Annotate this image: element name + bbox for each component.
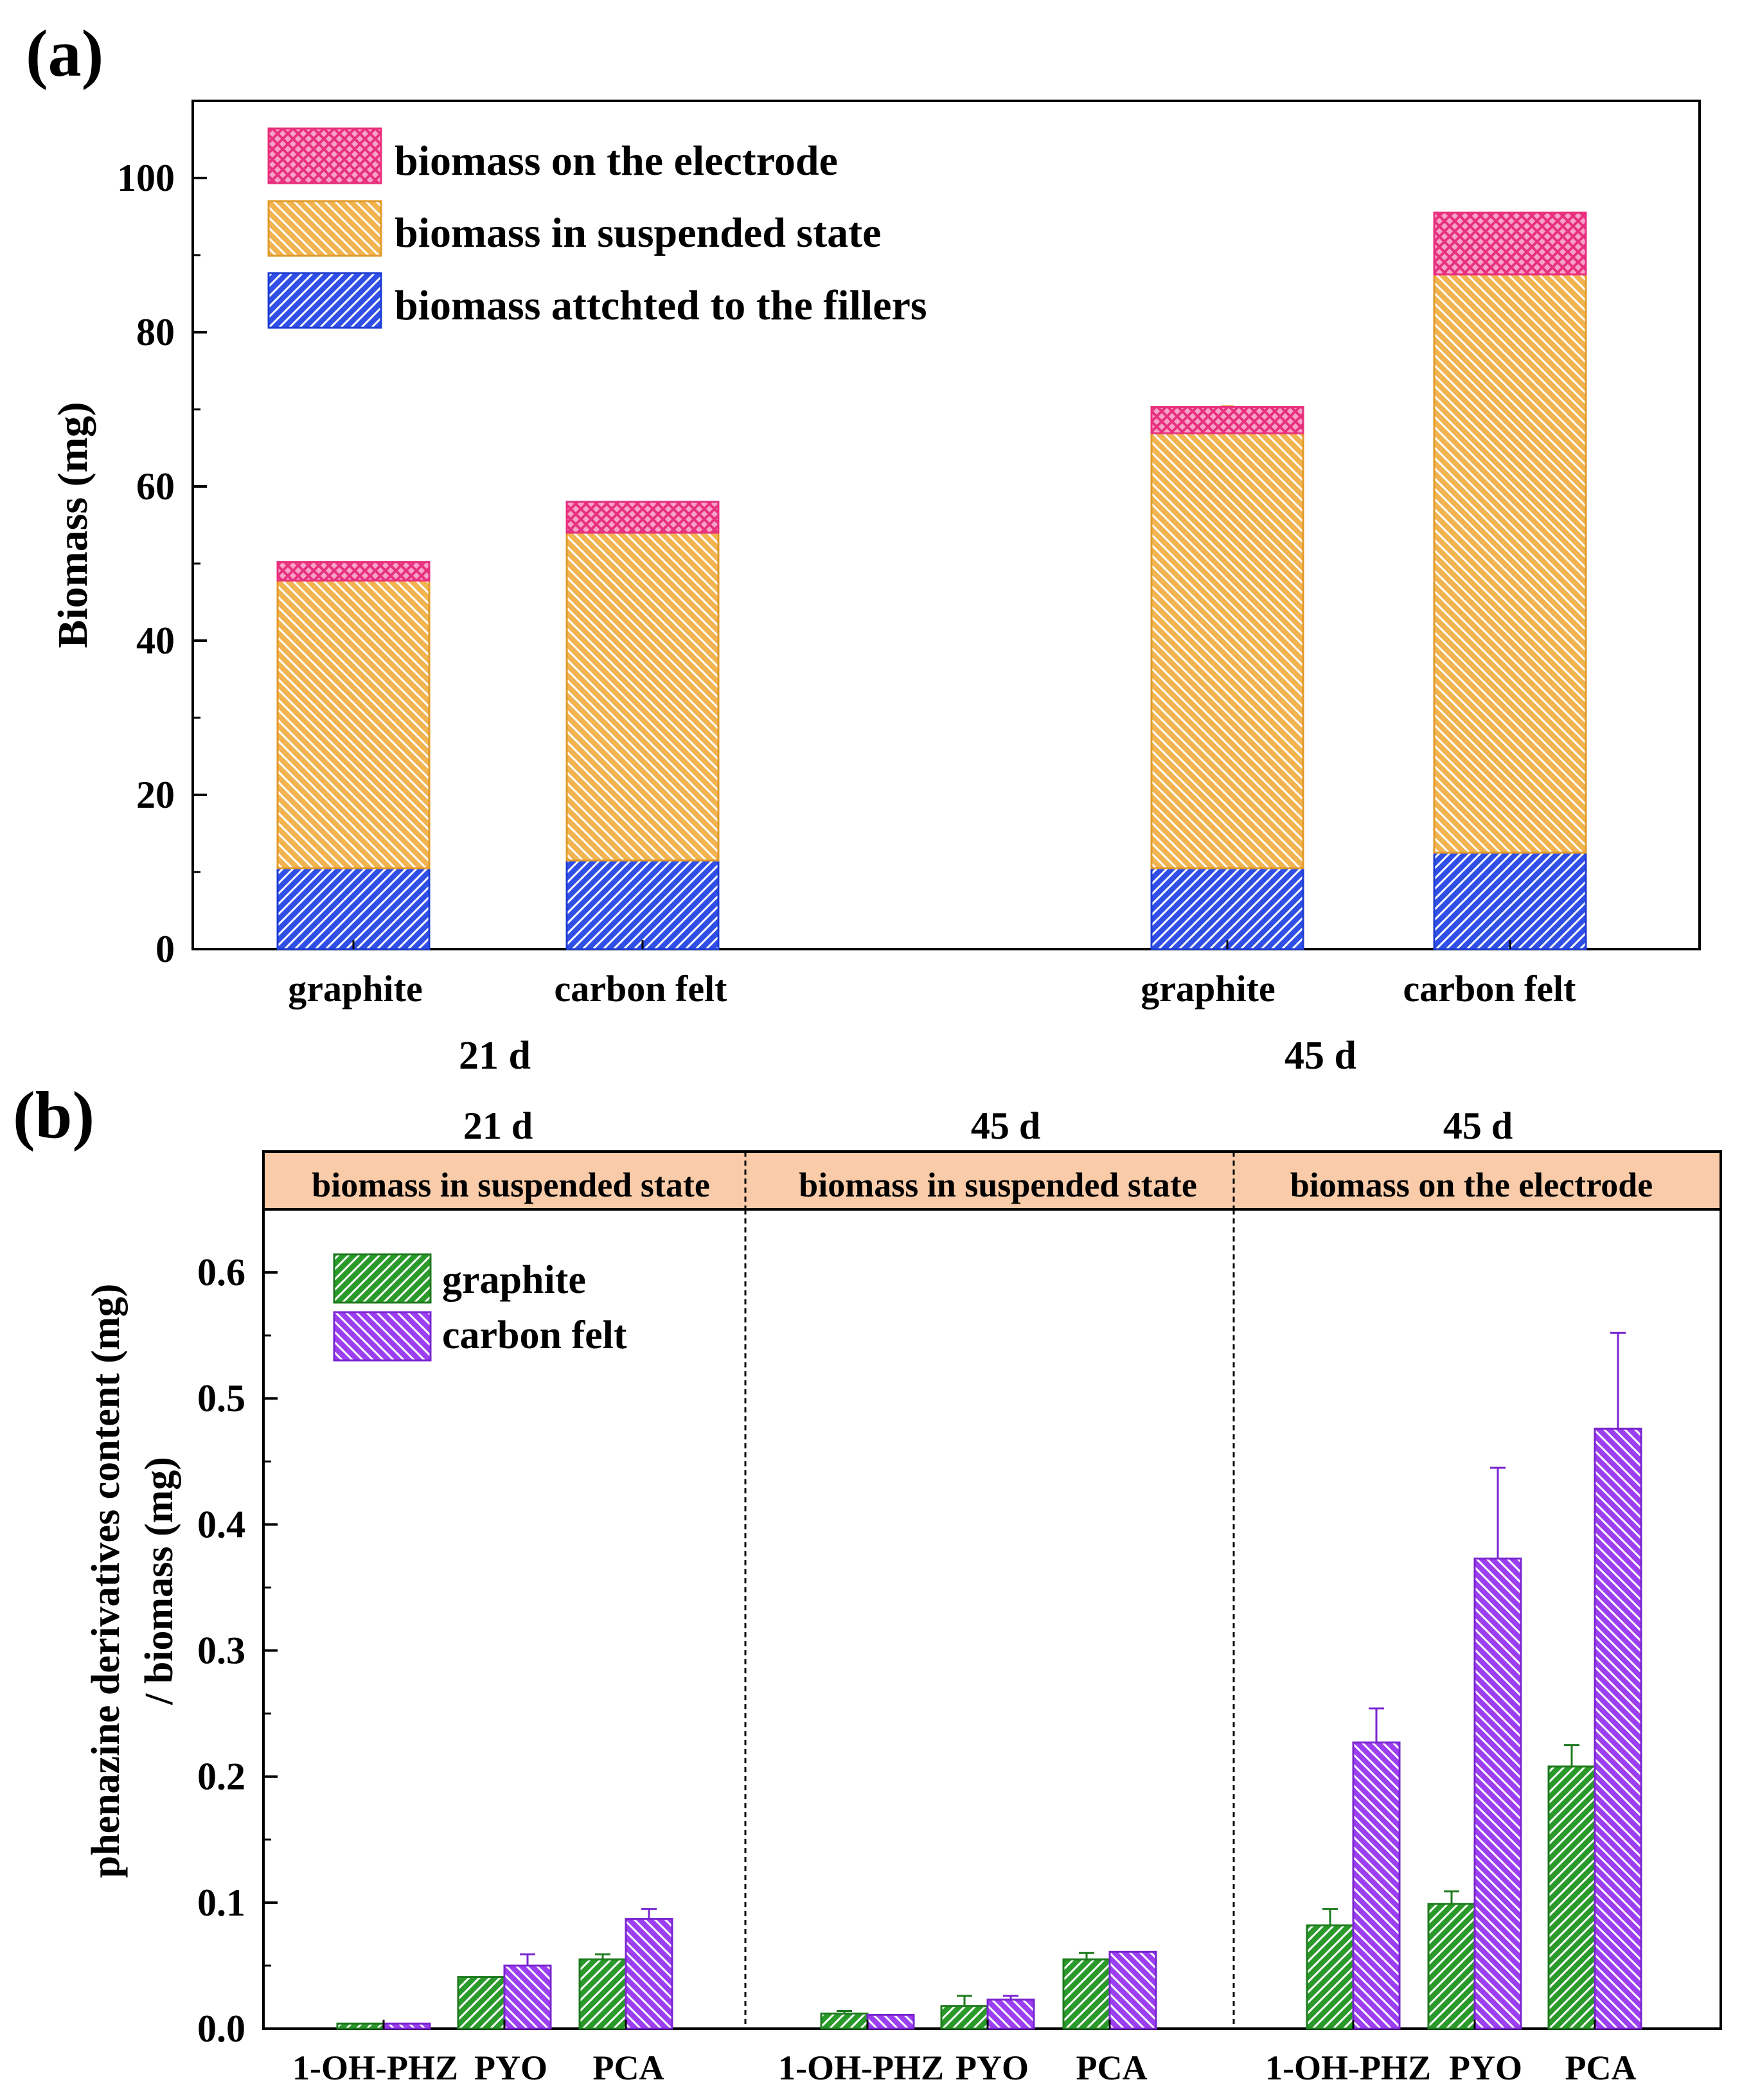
y-tick-label: 100 — [117, 157, 175, 199]
panel-a-legend: biomass on the electrode biomass in susp… — [267, 127, 927, 329]
y-tick-label: 60 — [136, 465, 175, 508]
legend-swatch-carbon-felt — [333, 1311, 432, 1362]
bar-graphite — [336, 2022, 385, 2030]
y-tick-label: 20 — [136, 774, 175, 816]
panel-b-y-axis-label-line2: / biomass (mg) — [138, 1457, 181, 1705]
x-category-label: 1-OH-PHZ — [292, 2049, 458, 2087]
panel-a-y-axis: 0 20 40 60 80 100 — [117, 157, 207, 970]
y-tick-label: 0.1 — [197, 1882, 245, 1924]
legend-label-carbon-felt: carbon felt — [442, 1313, 627, 1357]
group-label: 45 d — [1284, 1034, 1356, 1078]
bar-electrode — [565, 501, 720, 534]
bar-graphite — [1547, 1765, 1596, 2030]
section-label-2: biomass in suspended state — [799, 1166, 1197, 1204]
section-label-1: biomass in suspended state — [312, 1166, 710, 1204]
x-category-label: carbon felt — [555, 968, 728, 1010]
legend-swatch-fillers — [267, 272, 382, 329]
bar-carbon-felt — [382, 2022, 431, 2030]
panel-b-legend: graphite carbon felt — [333, 1253, 627, 1362]
y-tick-label: 80 — [136, 311, 175, 353]
x-category-label: PCA — [1565, 2049, 1637, 2087]
bar-suspended — [1433, 273, 1587, 854]
legend-swatch-suspended — [267, 200, 382, 257]
panel-a: (a) Biomass (mg) 0 20 40 60 80 100 graphite ca… — [26, 17, 1701, 1078]
panel-a-y-axis-label: Biomass (mg) — [49, 402, 96, 648]
legend-swatch-electrode — [267, 127, 382, 184]
y-tick-label: 0.4 — [197, 1503, 245, 1545]
bar-fillers — [1150, 867, 1304, 950]
x-category-label: graphite — [1141, 968, 1275, 1010]
y-tick-label: 0.5 — [197, 1377, 245, 1419]
section-day-3: 45 d — [1443, 1105, 1513, 1147]
x-category-label: carbon felt — [1403, 968, 1577, 1010]
bar-carbon-felt — [986, 1998, 1035, 2030]
panel-a-plot-frame — [191, 100, 1701, 950]
y-tick-label: 0 — [156, 928, 175, 970]
panel-a-bars — [276, 211, 1587, 950]
bar-suspended — [1150, 432, 1304, 869]
y-tick-label: 40 — [136, 619, 175, 662]
x-category-label: PYO — [955, 2049, 1029, 2087]
y-tick-label: 0.3 — [197, 1630, 245, 1672]
bar-graphite — [1306, 1924, 1355, 2030]
x-category-label: PCA — [593, 2049, 664, 2087]
bar-carbon-felt — [1352, 1741, 1401, 2030]
bar-carbon-felt — [625, 1918, 673, 2030]
panel-b-bars — [336, 1331, 1642, 2030]
bar-carbon-felt — [503, 1964, 552, 2030]
group-label: 21 d — [459, 1034, 531, 1078]
panel-a-label: (a) — [26, 17, 103, 91]
x-category-label: PYO — [474, 2049, 547, 2087]
legend-swatch-graphite — [333, 1253, 432, 1304]
y-tick-label: 0.0 — [197, 2007, 245, 2050]
bar-graphite — [820, 2012, 869, 2030]
x-category-label: PYO — [1449, 2049, 1522, 2087]
x-category-label: PCA — [1076, 2049, 1148, 2087]
x-category-label: 1-OH-PHZ — [778, 2049, 944, 2087]
section-label-3: biomass on the electrode — [1290, 1166, 1653, 1204]
section-day-2: 45 d — [971, 1105, 1040, 1147]
legend-label-suspended: biomass in suspended state — [395, 209, 881, 256]
panel-b-y-axis-label-line1: phenazine derivatives content (mg) — [84, 1284, 128, 1878]
bar-carbon-felt — [1594, 1427, 1642, 2030]
legend-label-electrode: biomass on the electrode — [395, 138, 838, 184]
x-category-label: graphite — [288, 968, 422, 1010]
y-tick-label: 0.6 — [197, 1251, 245, 1294]
bar-graphite — [1427, 1903, 1476, 2030]
bar-fillers — [276, 867, 431, 950]
y-tick-label: 0.2 — [197, 1756, 245, 1798]
bar-carbon-felt — [1473, 1557, 1522, 2030]
bar-graphite — [578, 1958, 627, 2030]
bar-carbon-felt — [1108, 1950, 1157, 2030]
bar-suspended — [276, 579, 431, 869]
panel-b-x-labels: 1-OH-PHZ PYO PCA 1-OH-PHZ PYO PCA 1-OH-PHZ PYO P… — [292, 2049, 1636, 2087]
x-category-label: 1-OH-PHZ — [1265, 2049, 1431, 2087]
bar-fillers — [565, 859, 720, 950]
legend-label-fillers: biomass attchted to the fillers — [395, 282, 927, 329]
bar-electrode — [1150, 405, 1304, 434]
bar-graphite — [1062, 1958, 1111, 2030]
bar-carbon-felt — [866, 2013, 915, 2030]
section-day-1: 21 d — [463, 1105, 533, 1147]
bar-fillers — [1433, 851, 1587, 950]
bar-electrode — [1433, 211, 1587, 276]
panel-b-label: (b) — [13, 1078, 94, 1152]
panel-b: (b) 21 d 45 d 45 d biomass in suspended … — [13, 1078, 1722, 2087]
bar-graphite — [457, 1976, 506, 2030]
bar-suspended — [565, 531, 720, 862]
bar-graphite — [940, 2005, 989, 2030]
panel-b-y-axis: 0.0 0.1 0.2 0.3 0.4 0.5 0.6 — [197, 1251, 278, 2050]
panel-a-x-labels: graphite carbon felt graphite carbon felt 21… — [288, 968, 1576, 1078]
bar-electrode — [276, 561, 431, 582]
legend-label-graphite: graphite — [442, 1258, 586, 1302]
